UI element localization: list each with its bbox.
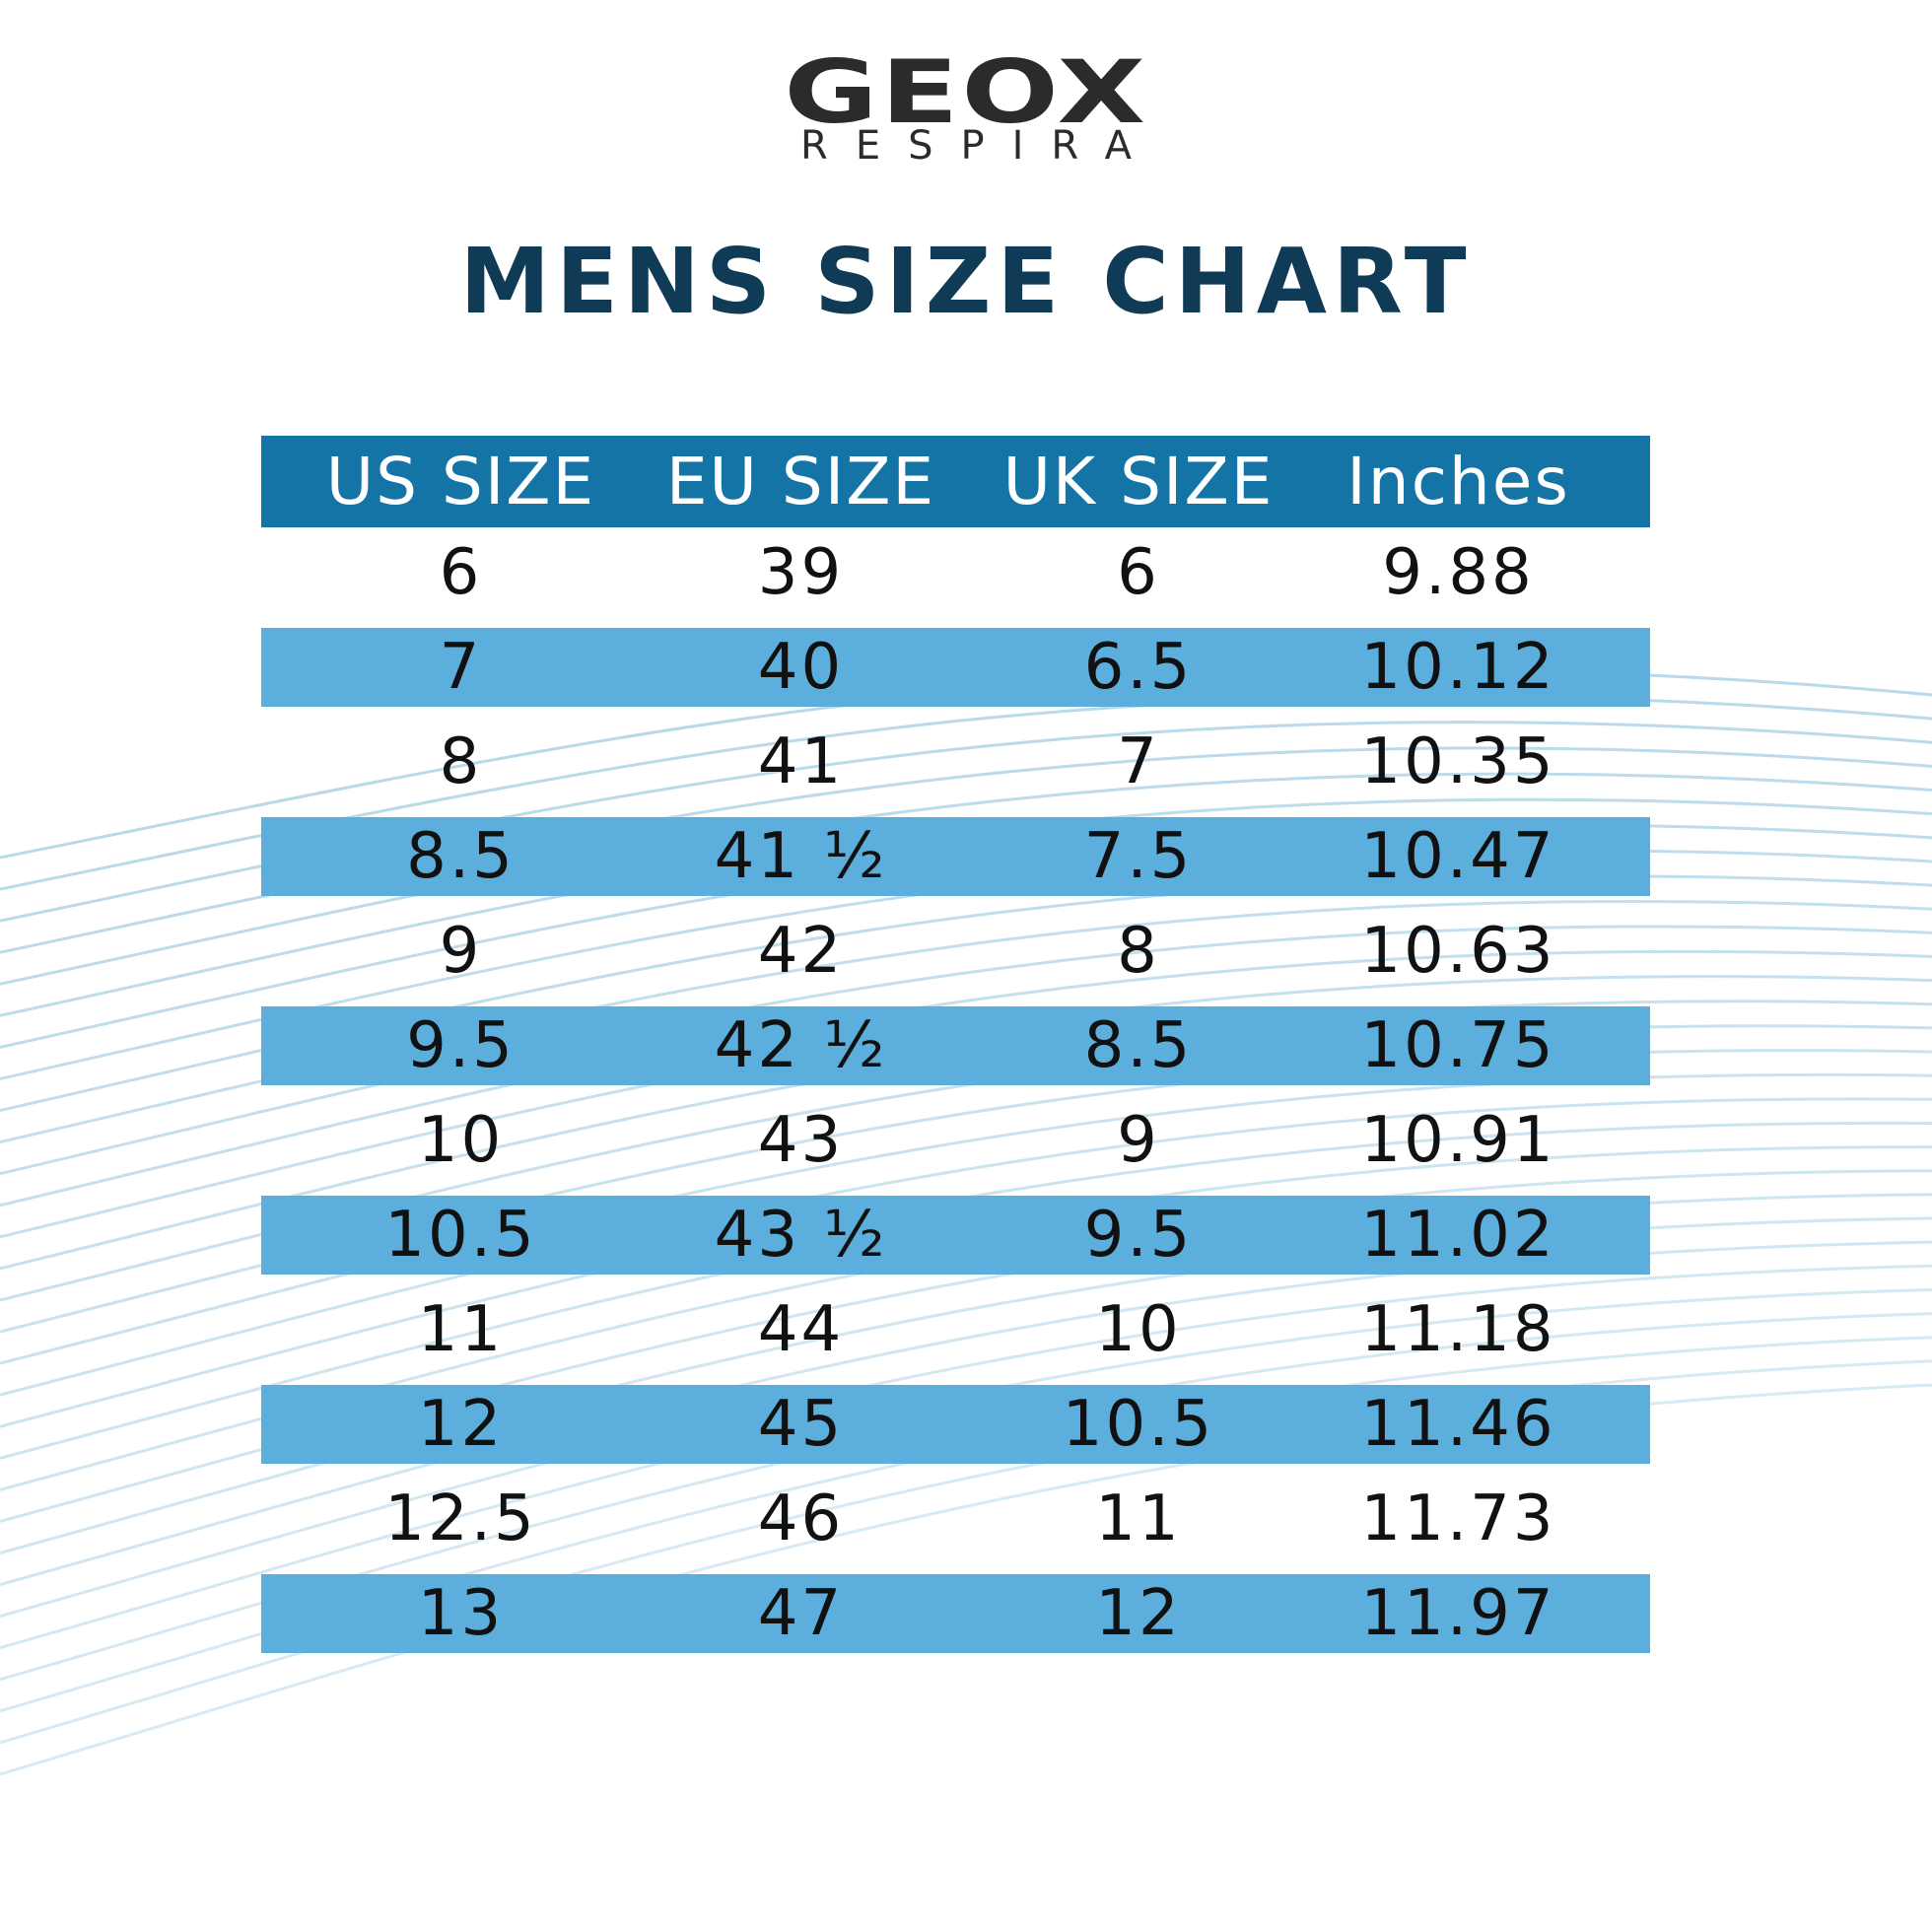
inches-cell: 11.02 [1360, 1199, 1556, 1272]
inches-cell: 10.12 [1360, 631, 1556, 704]
table-row: 11 44 10 11.18 [261, 1290, 1650, 1369]
us-size-cell: 11 [417, 1293, 505, 1366]
us-size-cell: 6 [439, 536, 483, 609]
uk-size-cell: 9 [1117, 1104, 1160, 1177]
eu-size-cell: 47 [757, 1577, 845, 1650]
uk-size-cell: 7.5 [1083, 820, 1194, 893]
uk-size-cell: 8 [1117, 915, 1160, 988]
table-row: 12 45 10.5 11.46 [261, 1385, 1650, 1464]
inches-cell: 11.97 [1360, 1577, 1556, 1650]
uk-size-cell: 9.5 [1083, 1199, 1194, 1272]
wave-line [0, 746, 1932, 954]
eu-size-cell: 43 ½ [714, 1199, 888, 1272]
eu-size-cell: 46 [757, 1483, 845, 1555]
uk-size-cell: 8.5 [1083, 1009, 1194, 1082]
eu-size-cell: 45 [757, 1388, 845, 1461]
us-size-cell: 10.5 [384, 1199, 537, 1272]
inches-cell: 11.46 [1360, 1388, 1556, 1461]
uk-size-cell: 7 [1117, 725, 1160, 798]
inches-cell: 10.75 [1360, 1009, 1556, 1082]
table-row: 13 47 12 11.97 [261, 1574, 1650, 1653]
size-table: US SIZE EU SIZE UK SIZE Inches 6 39 6 9.… [261, 436, 1650, 1669]
table-row: 7 40 6.5 10.12 [261, 628, 1650, 707]
table-row: 6 39 6 9.88 [261, 533, 1650, 612]
us-size-cell: 9 [439, 915, 483, 988]
table-row: 10.5 43 ½ 9.5 11.02 [261, 1196, 1650, 1275]
brand-logo: GEOX [784, 41, 1148, 143]
us-size-cell: 9.5 [406, 1009, 516, 1082]
inches-cell: 10.35 [1360, 725, 1556, 798]
us-size-cell: 12.5 [384, 1483, 537, 1555]
header-uk-size: UK SIZE [1002, 444, 1275, 519]
table-row: 9.5 42 ½ 8.5 10.75 [261, 1006, 1650, 1085]
table-row: 9 42 8 10.63 [261, 912, 1650, 991]
inches-cell: 11.18 [1360, 1293, 1556, 1366]
uk-size-cell: 6.5 [1083, 631, 1194, 704]
page-title: MENS SIZE CHART [459, 229, 1473, 334]
inches-cell: 10.63 [1360, 915, 1556, 988]
wave-line [0, 925, 1932, 1176]
uk-size-cell: 10 [1095, 1293, 1182, 1366]
us-size-cell: 8 [439, 725, 483, 798]
table-row: 10 43 9 10.91 [261, 1101, 1650, 1180]
wave-line [0, 772, 1932, 986]
eu-size-cell: 39 [757, 536, 845, 609]
eu-size-cell: 41 [757, 725, 845, 798]
eu-size-cell: 43 [757, 1104, 845, 1177]
table-row: 8 41 7 10.35 [261, 723, 1650, 801]
us-size-cell: 13 [417, 1577, 505, 1650]
us-size-cell: 12 [417, 1388, 505, 1461]
us-size-cell: 10 [417, 1104, 505, 1177]
us-size-cell: 8.5 [406, 820, 516, 893]
inches-cell: 11.73 [1360, 1483, 1556, 1555]
uk-size-cell: 10.5 [1062, 1388, 1215, 1461]
table-row: 8.5 41 ½ 7.5 10.47 [261, 817, 1650, 896]
table-header-row: US SIZE EU SIZE UK SIZE Inches [261, 436, 1650, 527]
inches-cell: 10.47 [1360, 820, 1556, 893]
uk-size-cell: 12 [1095, 1577, 1182, 1650]
eu-size-cell: 41 ½ [714, 820, 888, 893]
table-row: 12.5 46 11 11.73 [261, 1480, 1650, 1558]
uk-size-cell: 11 [1095, 1483, 1182, 1555]
eu-size-cell: 42 ½ [714, 1009, 888, 1082]
header-eu-size: EU SIZE [665, 444, 936, 519]
brand-tagline: RESPIRA [800, 123, 1159, 169]
us-size-cell: 7 [439, 631, 483, 704]
header-us-size: US SIZE [325, 444, 596, 519]
eu-size-cell: 40 [757, 631, 845, 704]
eu-size-cell: 44 [757, 1293, 845, 1366]
eu-size-cell: 42 [757, 915, 845, 988]
inches-cell: 9.88 [1382, 536, 1535, 609]
wave-line [0, 1097, 1932, 1397]
header-inches: Inches [1346, 444, 1570, 519]
inches-cell: 10.91 [1360, 1104, 1556, 1177]
uk-size-cell: 6 [1117, 536, 1160, 609]
